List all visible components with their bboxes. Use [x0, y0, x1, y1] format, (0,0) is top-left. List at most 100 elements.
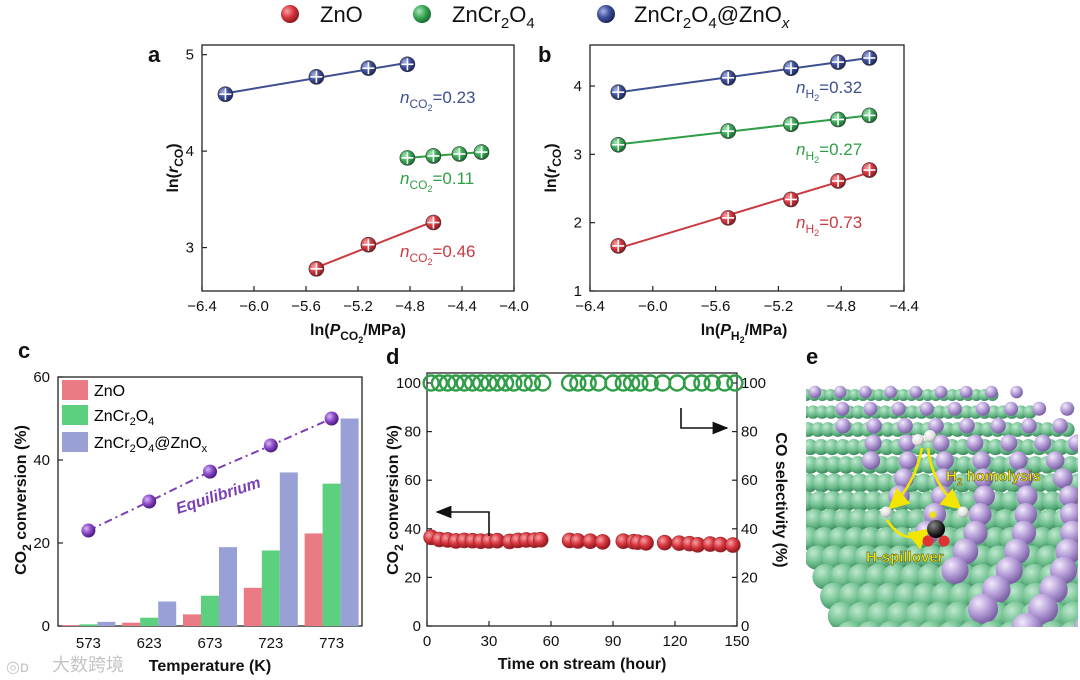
- panel-d-point-co-selectivity: [505, 374, 523, 392]
- panel-d-xtick-label: 120: [662, 633, 687, 650]
- panel-b-annotation-red: nH2=0.73: [796, 213, 862, 238]
- panel-c-ticks: 0 20 40 60 573 623 673 723 773: [33, 369, 344, 652]
- crystal-cr-atom: [947, 401, 962, 416]
- panel-b-point-zno: [861, 162, 878, 178]
- panel-a-point-zno: [308, 261, 325, 277]
- panel-c-bar-zncr2o4-znox: [219, 547, 237, 626]
- panel-d-point-co2-conversion: [656, 534, 673, 551]
- panel-d-xlabel: Time on stream (hour): [498, 656, 667, 673]
- panel-c-bars: [61, 418, 359, 626]
- legend-label-zncr2o4: ZnCr2O4: [452, 2, 535, 32]
- crystal-o-stripe: [900, 632, 914, 640]
- panel-c-equilibrium-point: [203, 464, 217, 479]
- crystal-cr-atom: [891, 401, 906, 416]
- panel-c-legend-label-zno: ZnO: [94, 383, 125, 400]
- panel-d-point-co-selectivity: [569, 374, 587, 392]
- panel-a-xtick-label: −5.6: [291, 298, 321, 315]
- panel-c-xlabel: Temperature (K): [149, 658, 271, 675]
- crystal-zn-atom: [806, 460, 808, 470]
- panel-c-ytick-label: 60: [33, 369, 50, 386]
- crystal-zn-atom: [939, 621, 964, 627]
- crystal-zn-atom: [788, 405, 801, 418]
- panel-a-point-zno: [360, 236, 377, 253]
- panel-b-xlabel: ln(PH2/MPa): [701, 322, 788, 345]
- panel-a-xtick-label: −4.8: [395, 298, 425, 315]
- panel-d-y2tick-label: 100: [741, 375, 766, 392]
- panel-b-point-zno: [610, 238, 627, 254]
- crystal-o-stripe: [745, 394, 750, 397]
- h2-molecule: [912, 430, 936, 446]
- panel-b-point-zncr2o4-znox: [783, 60, 799, 77]
- panel-b-fit-line-zncr2o4-znox: [618, 56, 870, 94]
- panel-c-ylabel: CO2 conversion (%): [13, 425, 34, 575]
- panel-a-point-zncr2o4-znox: [360, 60, 377, 76]
- panel-b-point-zncr2o4: [610, 136, 627, 153]
- panel-d-ytick-label: 20: [404, 569, 421, 586]
- panel-d-xtick-label: 0: [423, 633, 431, 650]
- panel-a-fit-line-zncr2o4: [407, 151, 482, 159]
- panel-b-point-zncr2o4-znox: [720, 70, 736, 86]
- panel-c-legend-swatch-zncr2o4-znox: [62, 432, 88, 452]
- panel-a-point-zncr2o4-znox: [399, 56, 416, 73]
- crystal-zn-atom: [768, 389, 780, 401]
- crystal-cr-atom: [1014, 502, 1038, 526]
- panel-a-annotation-red: nCO2=0.46: [400, 242, 476, 267]
- h-atom-left: [880, 506, 892, 518]
- panel-c: c 0 20 40 60 573 623 673 723 773 Equilibrium ZnO…: [13, 338, 363, 675]
- panel-d-point-co-selectivity: [463, 374, 482, 392]
- panel-d-y2label: CO selectivity (%): [772, 432, 789, 567]
- legend-marker-zncr2o4-znox: [597, 5, 615, 23]
- crystal-cr-atom: [963, 520, 988, 545]
- panel-d-ytick-label: 0: [413, 618, 421, 635]
- panel-d-point-co-selectivity: [641, 374, 659, 392]
- panel-c-xtick-label: 623: [137, 635, 162, 652]
- crystal-cr-atom: [934, 385, 948, 399]
- panel-a-point-zncr2o4: [473, 144, 490, 160]
- panel-d-point-co-selectivity: [604, 374, 622, 392]
- crystal-zn-atom: [779, 405, 792, 418]
- crystal-zn-atom: [879, 621, 903, 627]
- crystal-cr-atom: [1052, 468, 1073, 489]
- panel-c-bar-zncr2o4-znox: [158, 601, 177, 626]
- crystal-cr-atom: [968, 502, 992, 526]
- panel-d-point-co-selectivity: [496, 374, 515, 392]
- crystal-zn-atom: [784, 389, 796, 401]
- panel-d-ylabel: CO2 conversion (%): [385, 425, 406, 575]
- crystal-zn-atom: [791, 422, 806, 437]
- crystal-o-stripe: [761, 394, 766, 397]
- panel-a-xtick-label: −5.2: [343, 298, 373, 315]
- crystal-cr-atom: [973, 485, 995, 507]
- crystal-zn-atom: [1074, 457, 1078, 473]
- panel-d-ytick-label: 40: [404, 521, 421, 538]
- crystal-cr-atom: [1074, 618, 1078, 627]
- panel-b-point-zncr2o4-znox: [610, 84, 627, 100]
- panel-a-point-zncr2o4-znox: [217, 86, 234, 102]
- panel-d-point-co2-conversion: [725, 537, 741, 553]
- panel-d-point-co-selectivity: [472, 374, 490, 392]
- panel-c-equilibrium-point: [324, 411, 339, 426]
- panel-b-point-zncr2o4-znox: [861, 50, 878, 66]
- crystal-cr-atom: [1060, 520, 1078, 545]
- panel-c-bar-zno: [122, 622, 141, 626]
- panel-d-point-co-selectivity: [523, 374, 542, 392]
- crystal-o-stripe: [790, 410, 796, 413]
- crystal-zn-atom: [776, 389, 788, 401]
- co2-oxygen-right: [938, 535, 950, 547]
- panel-a-annotation-blue: nCO2=0.23: [400, 88, 476, 113]
- crystal-o-stripe: [1022, 632, 1036, 640]
- panel-c-bar-zno: [61, 625, 80, 626]
- panel-c-bar-zncr2o4-znox: [279, 472, 298, 626]
- panel-b-xtick-label: −4.4: [889, 298, 919, 315]
- panel-d-y2tick-label: 80: [741, 424, 758, 441]
- crystal-zn-atom: [792, 389, 804, 401]
- panel-c-legend-label-zncr2o4-znox: ZnCr2O4@ZnOx: [94, 435, 208, 455]
- crystal-cr-atom: [1068, 434, 1078, 452]
- crystal-o-stripe: [794, 394, 799, 397]
- panel-d-ytick-label: 60: [404, 472, 421, 489]
- panel-d-point-co2-conversion: [638, 535, 654, 551]
- panel-b-point-zno: [830, 173, 846, 189]
- watermark-icon: ◎ᴅ: [6, 659, 29, 676]
- panel-d-series: [422, 374, 744, 553]
- panel-d-point-co-selectivity: [589, 374, 608, 392]
